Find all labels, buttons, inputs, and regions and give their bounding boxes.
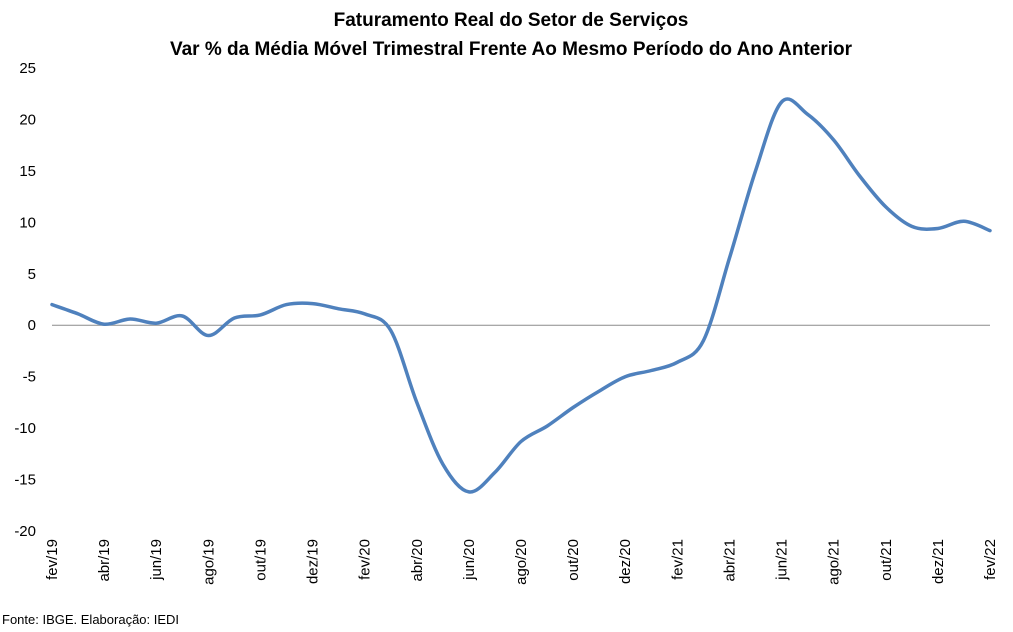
x-tick-label: fev/20 <box>357 539 374 580</box>
x-tick-label: jun/20 <box>461 539 478 581</box>
x-tick-label: jun/19 <box>148 539 165 581</box>
y-tick-label: 25 <box>19 60 36 77</box>
x-tick-label: out/20 <box>565 539 582 581</box>
x-tick-label: ago/19 <box>200 539 217 585</box>
x-tick-label: out/21 <box>878 539 895 581</box>
x-tick-label: out/19 <box>252 539 269 581</box>
y-tick-label: -10 <box>14 420 36 437</box>
source-note: Fonte: IBGE. Elaboração: IEDI <box>2 612 180 627</box>
y-tick-label: -20 <box>14 523 36 540</box>
x-tick-label: dez/19 <box>305 539 322 584</box>
x-tick-label: fev/21 <box>669 539 686 580</box>
x-tick-label: fev/22 <box>982 539 999 580</box>
x-tick-label: jun/21 <box>774 539 791 581</box>
y-axis: 25 20 15 10 5 0 -5 -10 -15 -20 <box>14 60 36 540</box>
x-tick-label: dez/21 <box>930 539 947 584</box>
x-tick-label: ago/21 <box>826 539 843 585</box>
x-tick-label: abr/20 <box>409 539 426 582</box>
x-axis: fev/19 abr/19 jun/19 ago/19 out/19 dez/19 fev/… <box>44 539 999 585</box>
x-tick-label: abr/19 <box>96 539 113 582</box>
x-tick-label: ago/20 <box>513 539 530 585</box>
x-tick-label: fev/19 <box>44 539 61 580</box>
chart-subtitle: Var % da Média Móvel Trimestral Frente A… <box>170 39 853 60</box>
chart-title: Faturamento Real do Setor de Serviços <box>334 10 689 31</box>
y-tick-label: 0 <box>28 317 36 334</box>
series-line <box>50 97 992 494</box>
y-tick-label: 10 <box>19 214 36 231</box>
y-tick-label: 15 <box>19 163 36 180</box>
y-tick-label: -15 <box>14 472 36 489</box>
plot-area <box>50 97 992 494</box>
y-tick-label: -5 <box>23 369 36 386</box>
y-tick-label: 5 <box>28 266 36 283</box>
x-tick-label: abr/21 <box>721 539 738 582</box>
x-tick-label: dez/20 <box>617 539 634 584</box>
y-tick-label: 20 <box>19 111 36 128</box>
